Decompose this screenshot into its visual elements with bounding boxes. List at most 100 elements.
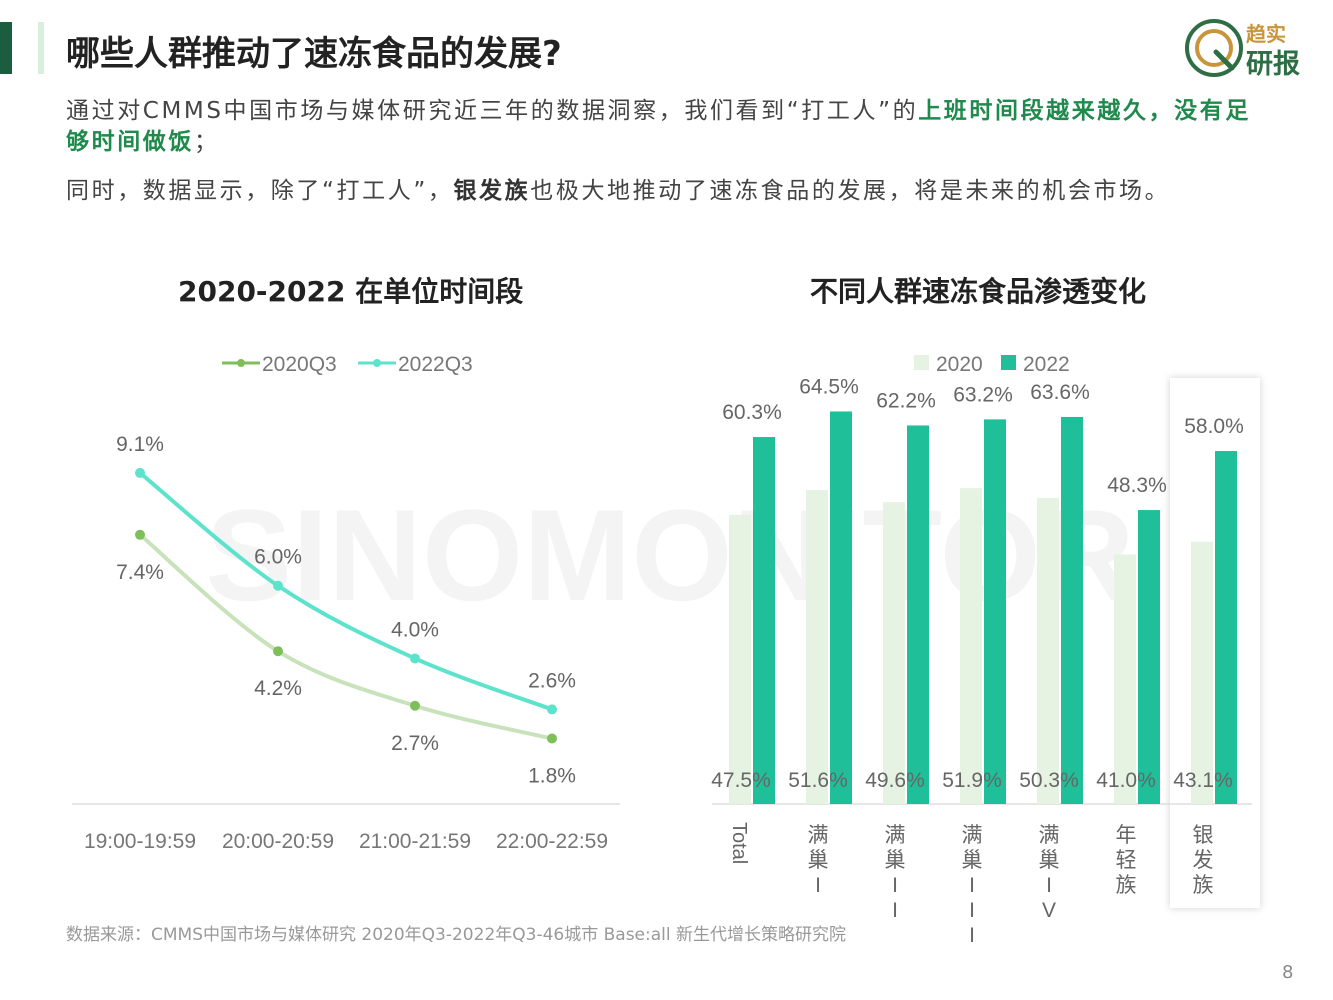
legend-marker-2020Q3 — [237, 359, 245, 367]
legend-label-2022Q3: 2022Q3 — [398, 353, 473, 376]
category-label: 满巢 I I — [885, 824, 906, 922]
bar-label-2020: 50.3% — [1019, 769, 1079, 792]
series-line-2022Q3 — [138, 471, 553, 712]
category-label-char: 满 — [962, 824, 983, 847]
legend-marker-2022Q3 — [373, 359, 381, 367]
bar-label-2020: 41.0% — [1096, 769, 1156, 792]
category-label-char: I — [969, 899, 975, 922]
line-chart-title: 2020-2022 在单位时间段 — [178, 275, 524, 308]
category-label-char: 银 — [1193, 824, 1214, 847]
data-label-2020Q3: 1.8% — [528, 765, 576, 788]
category-label-char: 族 — [1193, 874, 1214, 897]
para1-text: 通过对CMMS中国市场与媒体研究近三年的数据洞察，我们看到“打工人”的 — [66, 98, 919, 124]
bar-label-2022: 63.2% — [953, 383, 1013, 406]
bar-label-2020: 49.6% — [865, 769, 925, 792]
logo-text-top: 趋实 — [1246, 22, 1286, 46]
data-point-2020Q3 — [135, 529, 145, 540]
para1-end: ； — [194, 129, 220, 155]
bar-2022 — [753, 437, 775, 804]
page-title: 哪些人群推动了速冻食品的发展? — [66, 34, 562, 74]
bar-label-2022: 62.2% — [876, 389, 936, 412]
x-tick-label: 22:00-22:59 — [496, 830, 608, 853]
category-label-char: 巢 — [808, 849, 829, 872]
category-label-char: 族 — [1116, 874, 1137, 897]
category-label-char: I — [892, 899, 898, 922]
bar-2022 — [984, 419, 1006, 804]
data-point-2022Q3 — [547, 704, 557, 715]
data-point-2022Q3 — [410, 653, 420, 664]
category-label-char: I — [1046, 874, 1052, 897]
logo-q-icon — [1185, 19, 1243, 77]
title-accent-bar — [0, 22, 12, 74]
bar-2020 — [729, 514, 751, 804]
x-tick-label: 20:00-20:59 — [222, 830, 334, 853]
data-label-2020Q3: 2.7% — [391, 732, 439, 755]
logo-text-bottom: 研报 — [1246, 49, 1300, 80]
category-label: Total — [728, 822, 750, 864]
data-point-2020Q3 — [410, 700, 420, 711]
data-point-2022Q3 — [273, 580, 283, 591]
bar-2020 — [883, 502, 905, 804]
data-point-2020Q3 — [547, 733, 557, 744]
category-label-char: I — [969, 924, 975, 947]
bar-label-2022: 48.3% — [1107, 474, 1167, 497]
bar-2022 — [1138, 510, 1160, 804]
bar-2020 — [960, 488, 982, 804]
bar-label-2022: 64.5% — [799, 375, 859, 398]
data-label-2022Q3: 4.0% — [391, 618, 439, 641]
category-label-char: 满 — [885, 824, 906, 847]
x-tick-label: 19:00-19:59 — [84, 830, 196, 853]
bar-label-2020: 51.9% — [942, 769, 1002, 792]
data-label-2020Q3: 7.4% — [116, 561, 164, 584]
bar-2020 — [806, 489, 828, 804]
bar-label-2022: 63.6% — [1030, 381, 1090, 404]
category-label: 满巢 I I I — [962, 824, 983, 947]
category-label: 年轻族 — [1116, 824, 1137, 897]
bar-label-2022: 60.3% — [722, 401, 782, 424]
category-label-char: 巢 — [885, 849, 906, 872]
category-label: 满巢 I — [808, 824, 829, 897]
bar-2022 — [830, 411, 852, 804]
category-label-char: 轻 — [1116, 849, 1137, 872]
intro-paragraph-2: 同时，数据显示，除了“打工人”，银发族也极大地推动了速冻食品的发展，将是未来的机… — [66, 176, 1266, 207]
bar-2022 — [1061, 416, 1083, 804]
bar-2022 — [1215, 451, 1237, 804]
data-label-2022Q3: 6.0% — [254, 546, 302, 569]
data-label-2020Q3: 4.2% — [254, 677, 302, 700]
series-line-2020Q3 — [138, 533, 553, 741]
category-label-char: I — [815, 874, 821, 897]
data-label-2022Q3: 2.6% — [528, 669, 576, 692]
bar-chart: 2020 2022 60.3% 47.5% 64.5% 51.6% 62.2% 49.6% 63… — [711, 353, 1260, 947]
category-label: 银发族 — [1193, 824, 1214, 897]
category-label-char: 满 — [1039, 824, 1060, 847]
title-accent-bar-light — [38, 22, 44, 74]
data-point-2020Q3 — [273, 646, 283, 657]
bar-2020 — [1114, 554, 1136, 804]
bar-chart-title: 不同人群速冻食品渗透变化 — [810, 275, 1147, 308]
bar-label-2020: 47.5% — [711, 769, 771, 792]
data-point-2022Q3 — [135, 467, 145, 478]
brand-logo: 趋实 研报 — [1182, 16, 1322, 80]
line-chart: 2020Q3 2022Q3 7.4% 4.2% 2.7% 1.8% 9.1% 6.0% 4.0%… — [72, 353, 620, 853]
bar-2020 — [1191, 541, 1213, 804]
page-number: 8 — [1282, 962, 1294, 983]
para1-highlight: 上班时间段越来越久，没有足够时间做饭 — [66, 98, 1251, 155]
intro-paragraph-1: 通过对CMMS中国市场与媒体研究近三年的数据洞察，我们看到“打工人”的上班时间段… — [66, 96, 1266, 158]
category-label-char: 满 — [808, 824, 829, 847]
legend-label-2020Q3: 2020Q3 — [262, 353, 337, 376]
legend-swatch-2022 — [1001, 355, 1016, 370]
legend-label-2022: 2022 — [1023, 353, 1070, 376]
category-label-char: 巢 — [1039, 849, 1060, 872]
bar-label-2022: 58.0% — [1184, 415, 1244, 438]
para2-highlight: 银发族 — [453, 178, 531, 204]
category-label: 满巢 I V — [1039, 824, 1060, 922]
category-label-char: 巢 — [962, 849, 983, 872]
data-label-2022Q3: 9.1% — [116, 433, 164, 456]
category-label-char: V — [1042, 899, 1056, 922]
x-tick-label: 21:00-21:59 — [359, 830, 471, 853]
category-label-char: I — [892, 874, 898, 897]
source-footnote: 数据来源：CMMS中国市场与媒体研究 2020年Q3-2022年Q3-46城市 … — [66, 925, 847, 945]
bar-2022 — [907, 425, 929, 804]
bar-label-2020: 43.1% — [1173, 769, 1233, 792]
